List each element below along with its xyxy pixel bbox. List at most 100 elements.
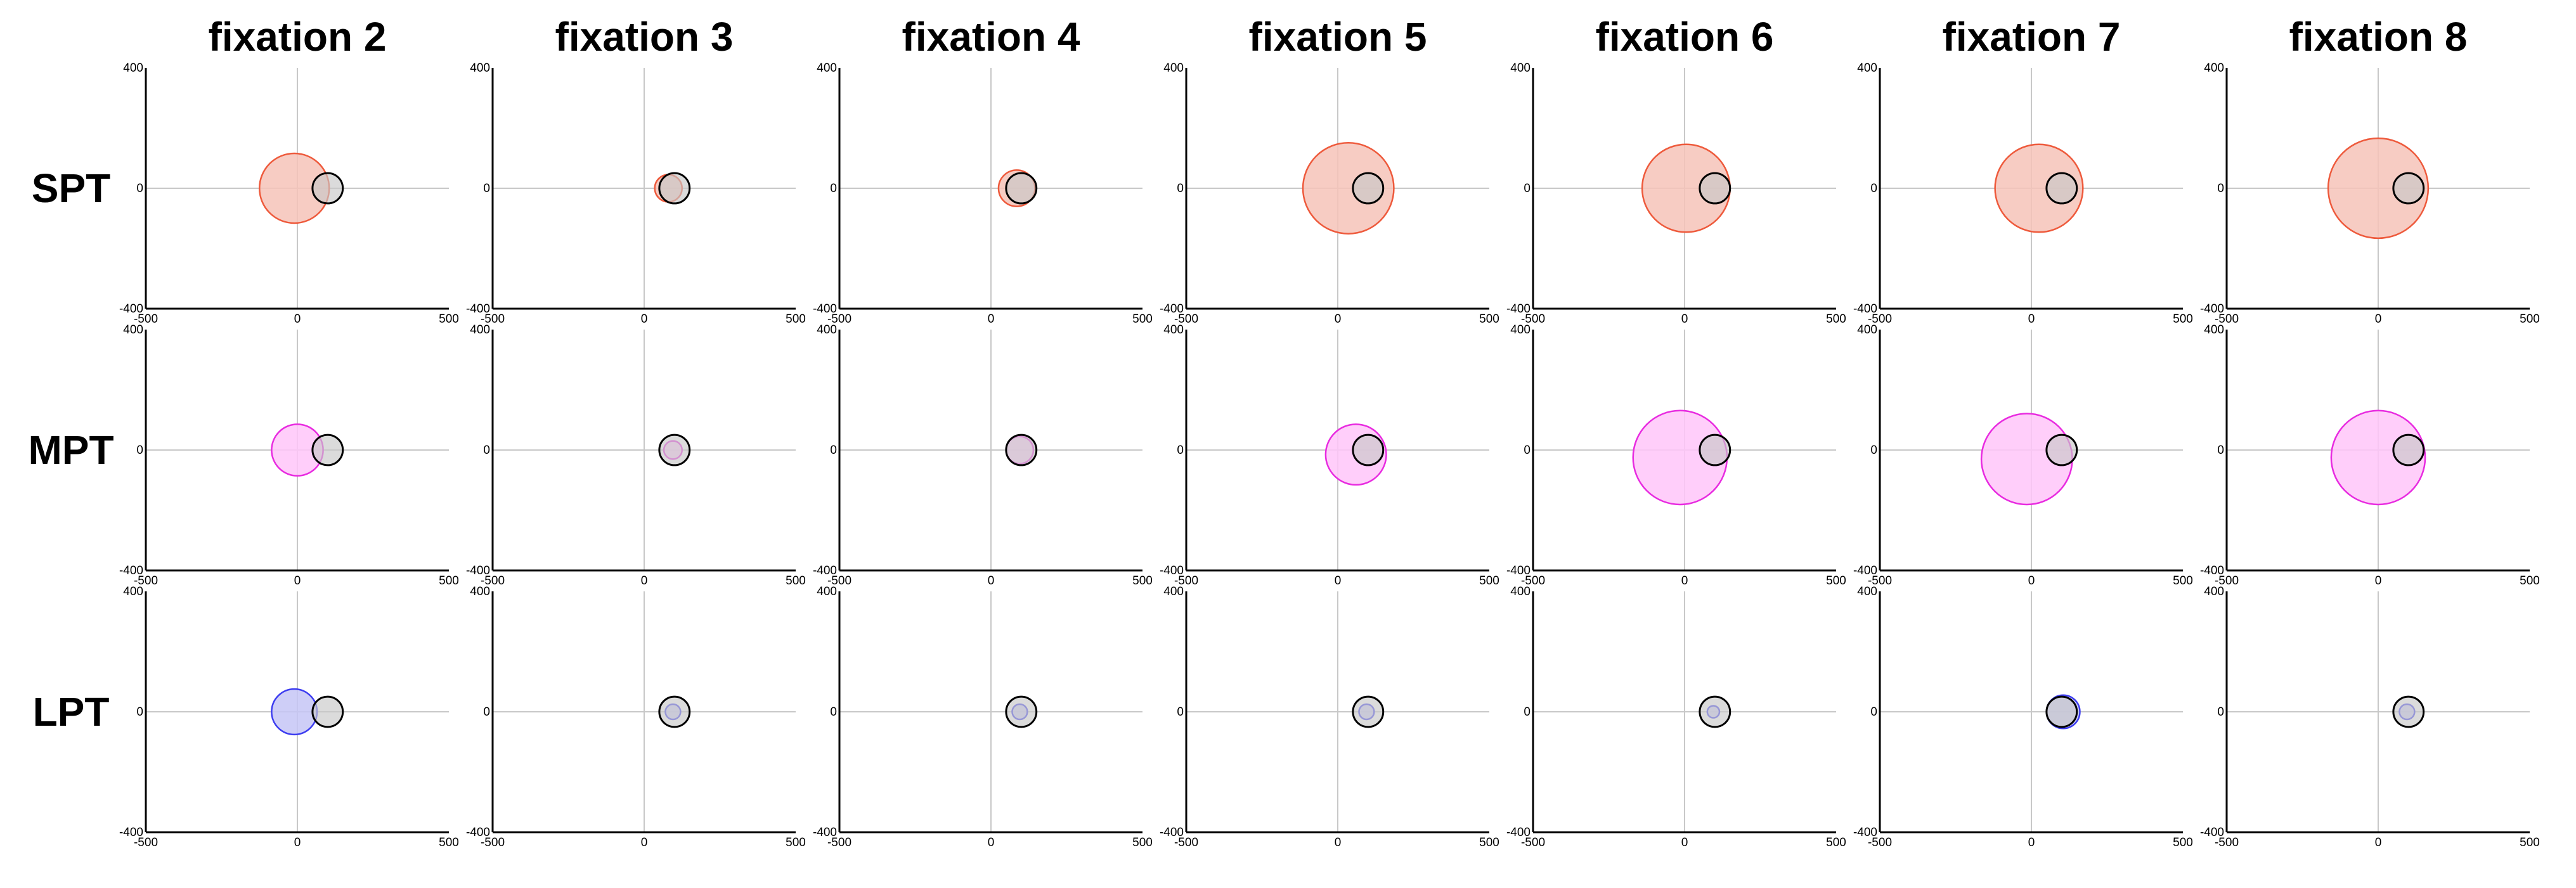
y-tick-label: 400 <box>2204 585 2224 598</box>
y-tick-label: 0 <box>2217 705 2224 719</box>
reference-circle <box>1352 172 1385 205</box>
y-tick-label: 400 <box>1510 323 1531 337</box>
x-tick-label: 500 <box>2173 836 2193 849</box>
y-tick-label: 0 <box>1177 444 1184 457</box>
y-tick-label: 0 <box>1870 182 1877 195</box>
y-tick-label: 400 <box>1163 61 1184 75</box>
x-tick-label: 0 <box>1681 312 1688 326</box>
reference-circle <box>311 695 344 728</box>
x-tick-label: 500 <box>786 312 806 326</box>
x-tick-label: -500 <box>134 836 158 849</box>
y-tick-label: 400 <box>1510 61 1531 75</box>
y-tick-label: 400 <box>2204 323 2224 337</box>
x-tick-label: 500 <box>2520 574 2540 588</box>
x-tick-label: -500 <box>1174 836 1198 849</box>
column-title: fixation 3 <box>555 14 734 60</box>
y-tick-label: 0 <box>830 705 837 719</box>
x-tick-label: 500 <box>1826 574 1846 588</box>
column-title: fixation 6 <box>1596 14 1774 60</box>
x-tick-label: 0 <box>2375 836 2382 849</box>
x-tick-label: -500 <box>2215 312 2239 326</box>
x-tick-label: 0 <box>988 574 995 588</box>
x-tick-label: -500 <box>481 574 505 588</box>
x-tick-label: 500 <box>1132 312 1153 326</box>
column-title: fixation 4 <box>902 14 1080 60</box>
reference-circle <box>658 434 691 467</box>
x-tick-label: -500 <box>481 312 505 326</box>
y-tick-label: -400 <box>2200 826 2224 839</box>
y-tick-label: -400 <box>1160 302 1184 316</box>
x-tick-label: 500 <box>1479 574 1499 588</box>
x-tick-label: 500 <box>2520 312 2540 326</box>
x-tick-label: -500 <box>1868 312 1892 326</box>
y-tick-label: 400 <box>2204 61 2224 75</box>
column-title: fixation 8 <box>2289 14 2468 60</box>
y-tick-label: 400 <box>470 323 490 337</box>
reference-circle <box>2045 695 2078 728</box>
x-tick-label: -500 <box>827 836 851 849</box>
y-tick-label: 400 <box>817 61 837 75</box>
column-title: fixation 2 <box>209 14 387 60</box>
reference-circle <box>658 695 691 728</box>
reference-circle <box>2045 434 2078 467</box>
y-tick-label: 0 <box>483 705 490 719</box>
x-tick-label: -500 <box>1174 574 1198 588</box>
y-tick-label: 0 <box>830 444 837 457</box>
x-tick-label: 0 <box>294 836 301 849</box>
x-tick-label: -500 <box>481 836 505 849</box>
y-tick-label: -400 <box>1853 826 1877 839</box>
reference-circle <box>1005 695 1038 728</box>
y-tick-label: 0 <box>136 444 143 457</box>
y-tick-label: 0 <box>830 182 837 195</box>
y-tick-label: 0 <box>1870 705 1877 719</box>
y-tick-label: -400 <box>119 564 143 577</box>
x-tick-label: 0 <box>1335 836 1342 849</box>
x-tick-label: 500 <box>1479 836 1499 849</box>
x-tick-label: 0 <box>1335 312 1342 326</box>
x-tick-label: 0 <box>2028 574 2035 588</box>
y-tick-label: 0 <box>1177 705 1184 719</box>
y-tick-label: -400 <box>2200 564 2224 577</box>
x-tick-label: -500 <box>134 312 158 326</box>
x-tick-label: 0 <box>294 312 301 326</box>
data-bubble <box>271 688 318 736</box>
y-tick-label: 0 <box>136 705 143 719</box>
reference-circle <box>2392 172 2425 205</box>
x-tick-label: 500 <box>2520 836 2540 849</box>
y-tick-label: 0 <box>136 182 143 195</box>
reference-circle <box>1005 172 1038 205</box>
y-tick-label: -400 <box>813 826 837 839</box>
reference-circle <box>1352 695 1385 728</box>
y-tick-label: 400 <box>470 585 490 598</box>
data-bubble <box>2327 137 2430 240</box>
x-tick-label: 500 <box>439 574 459 588</box>
y-tick-label: 400 <box>123 585 143 598</box>
y-tick-label: -400 <box>1853 302 1877 316</box>
data-bubble <box>1302 142 1395 235</box>
y-tick-label: 400 <box>1857 61 1877 75</box>
reference-circle <box>2045 172 2078 205</box>
y-tick-label: 400 <box>123 61 143 75</box>
x-tick-label: -500 <box>134 574 158 588</box>
x-tick-label: -500 <box>1521 836 1545 849</box>
data-bubble <box>2330 409 2426 506</box>
x-tick-label: 0 <box>294 574 301 588</box>
x-tick-label: 500 <box>1826 312 1846 326</box>
x-tick-label: 500 <box>786 574 806 588</box>
reference-circle <box>1005 434 1038 467</box>
x-tick-label: 0 <box>1335 574 1342 588</box>
y-tick-label: 0 <box>1524 444 1531 457</box>
x-tick-label: 0 <box>2375 574 2382 588</box>
y-tick-label: -400 <box>2200 302 2224 316</box>
row-label: MPT <box>28 427 113 473</box>
x-tick-label: 0 <box>2028 836 2035 849</box>
y-tick-label: 400 <box>1857 323 1877 337</box>
data-bubble <box>1994 143 2084 233</box>
reference-circle <box>1699 172 1731 205</box>
y-tick-label: 400 <box>123 323 143 337</box>
x-tick-label: 0 <box>1681 574 1688 588</box>
x-tick-label: 0 <box>1681 836 1688 849</box>
reference-circle <box>658 172 691 205</box>
x-tick-label: -500 <box>1521 312 1545 326</box>
